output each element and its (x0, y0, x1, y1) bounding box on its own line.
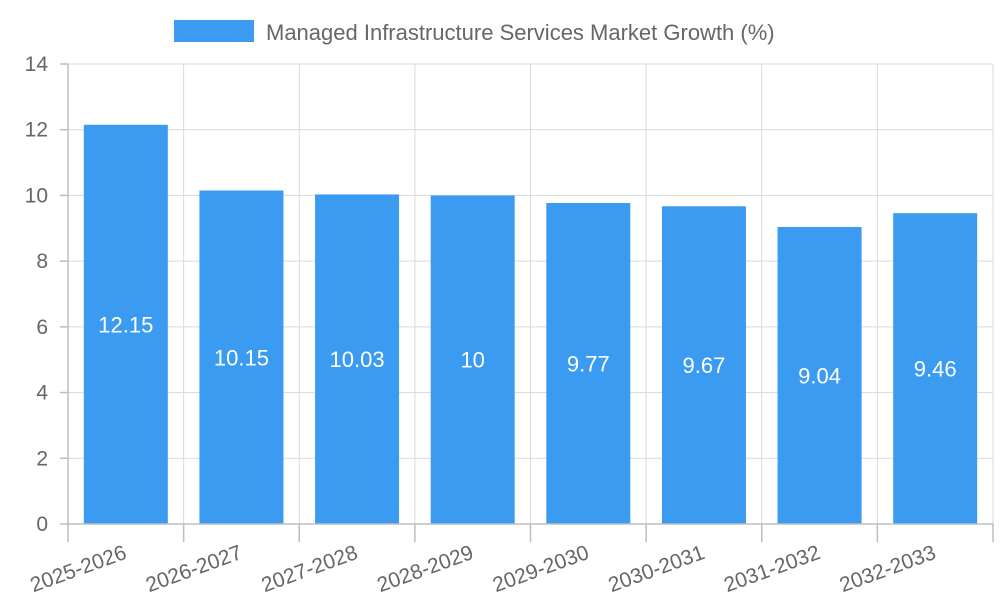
data-label-2026-2027: 10.15 (214, 345, 269, 370)
bar-2032-2033 (893, 213, 978, 524)
bars (83, 124, 978, 525)
x-axis-ticks: 2025-2026 2026-2027 2027-2028 2028-2029 2029… (27, 541, 939, 597)
legend-swatch (174, 20, 254, 42)
data-label-2030-2031: 9.67 (683, 353, 726, 378)
y-axis-ticks: 0 2 4 6 8 10 12 14 (25, 53, 49, 536)
data-label-2031-2032: 9.04 (798, 363, 841, 388)
bar-2025-2026 (83, 124, 168, 525)
axes (60, 63, 994, 542)
data-label-2029-2030: 9.77 (567, 351, 610, 376)
x-axis-tick-label-2030-2031: 2030-2031 (605, 541, 707, 597)
data-label-2025-2026: 12.15 (98, 312, 153, 337)
x-axis-tick-label-2031-2032: 2031-2032 (721, 541, 823, 597)
y-axis-tick-label: 6 (36, 316, 48, 339)
x-axis-tick-label-2028-2029: 2028-2029 (374, 541, 476, 597)
y-axis-tick-label: 2 (36, 447, 48, 470)
x-axis-tick-label-2032-2033: 2032-2033 (837, 541, 939, 597)
y-axis-tick-label: 12 (25, 119, 48, 142)
legend: Managed Infrastructure Services Market G… (174, 20, 775, 45)
x-axis-tick-label-2026-2027: 2026-2027 (143, 541, 245, 597)
bar-2030-2031 (661, 206, 746, 524)
y-axis-tick-label: 0 (36, 513, 48, 536)
y-axis-tick-label: 14 (25, 53, 49, 76)
x-axis-tick-label-2027-2028: 2027-2028 (259, 541, 361, 597)
y-axis-tick-label: 4 (36, 382, 48, 405)
x-axis-tick-label-2029-2030: 2029-2030 (490, 541, 592, 597)
data-label-2028-2029: 10 (460, 348, 484, 373)
bar-2029-2030 (546, 202, 631, 524)
legend-label: Managed Infrastructure Services Market G… (266, 20, 775, 45)
data-label-2032-2033: 9.46 (914, 357, 957, 382)
bar-2028-2029 (430, 195, 515, 524)
bar-2027-2028 (315, 194, 400, 524)
x-axis-tick-label-2025-2026: 2025-2026 (27, 541, 129, 597)
bar-2031-2032 (777, 226, 862, 524)
y-axis-tick-label: 8 (36, 250, 48, 273)
bar-2026-2027 (199, 190, 284, 524)
data-labels: 12.15 10.15 10.03 10 9.77 9.67 9.04 9.46 (98, 312, 956, 388)
y-axis-tick-label: 10 (25, 184, 48, 207)
data-label-2027-2028: 10.03 (330, 347, 385, 372)
